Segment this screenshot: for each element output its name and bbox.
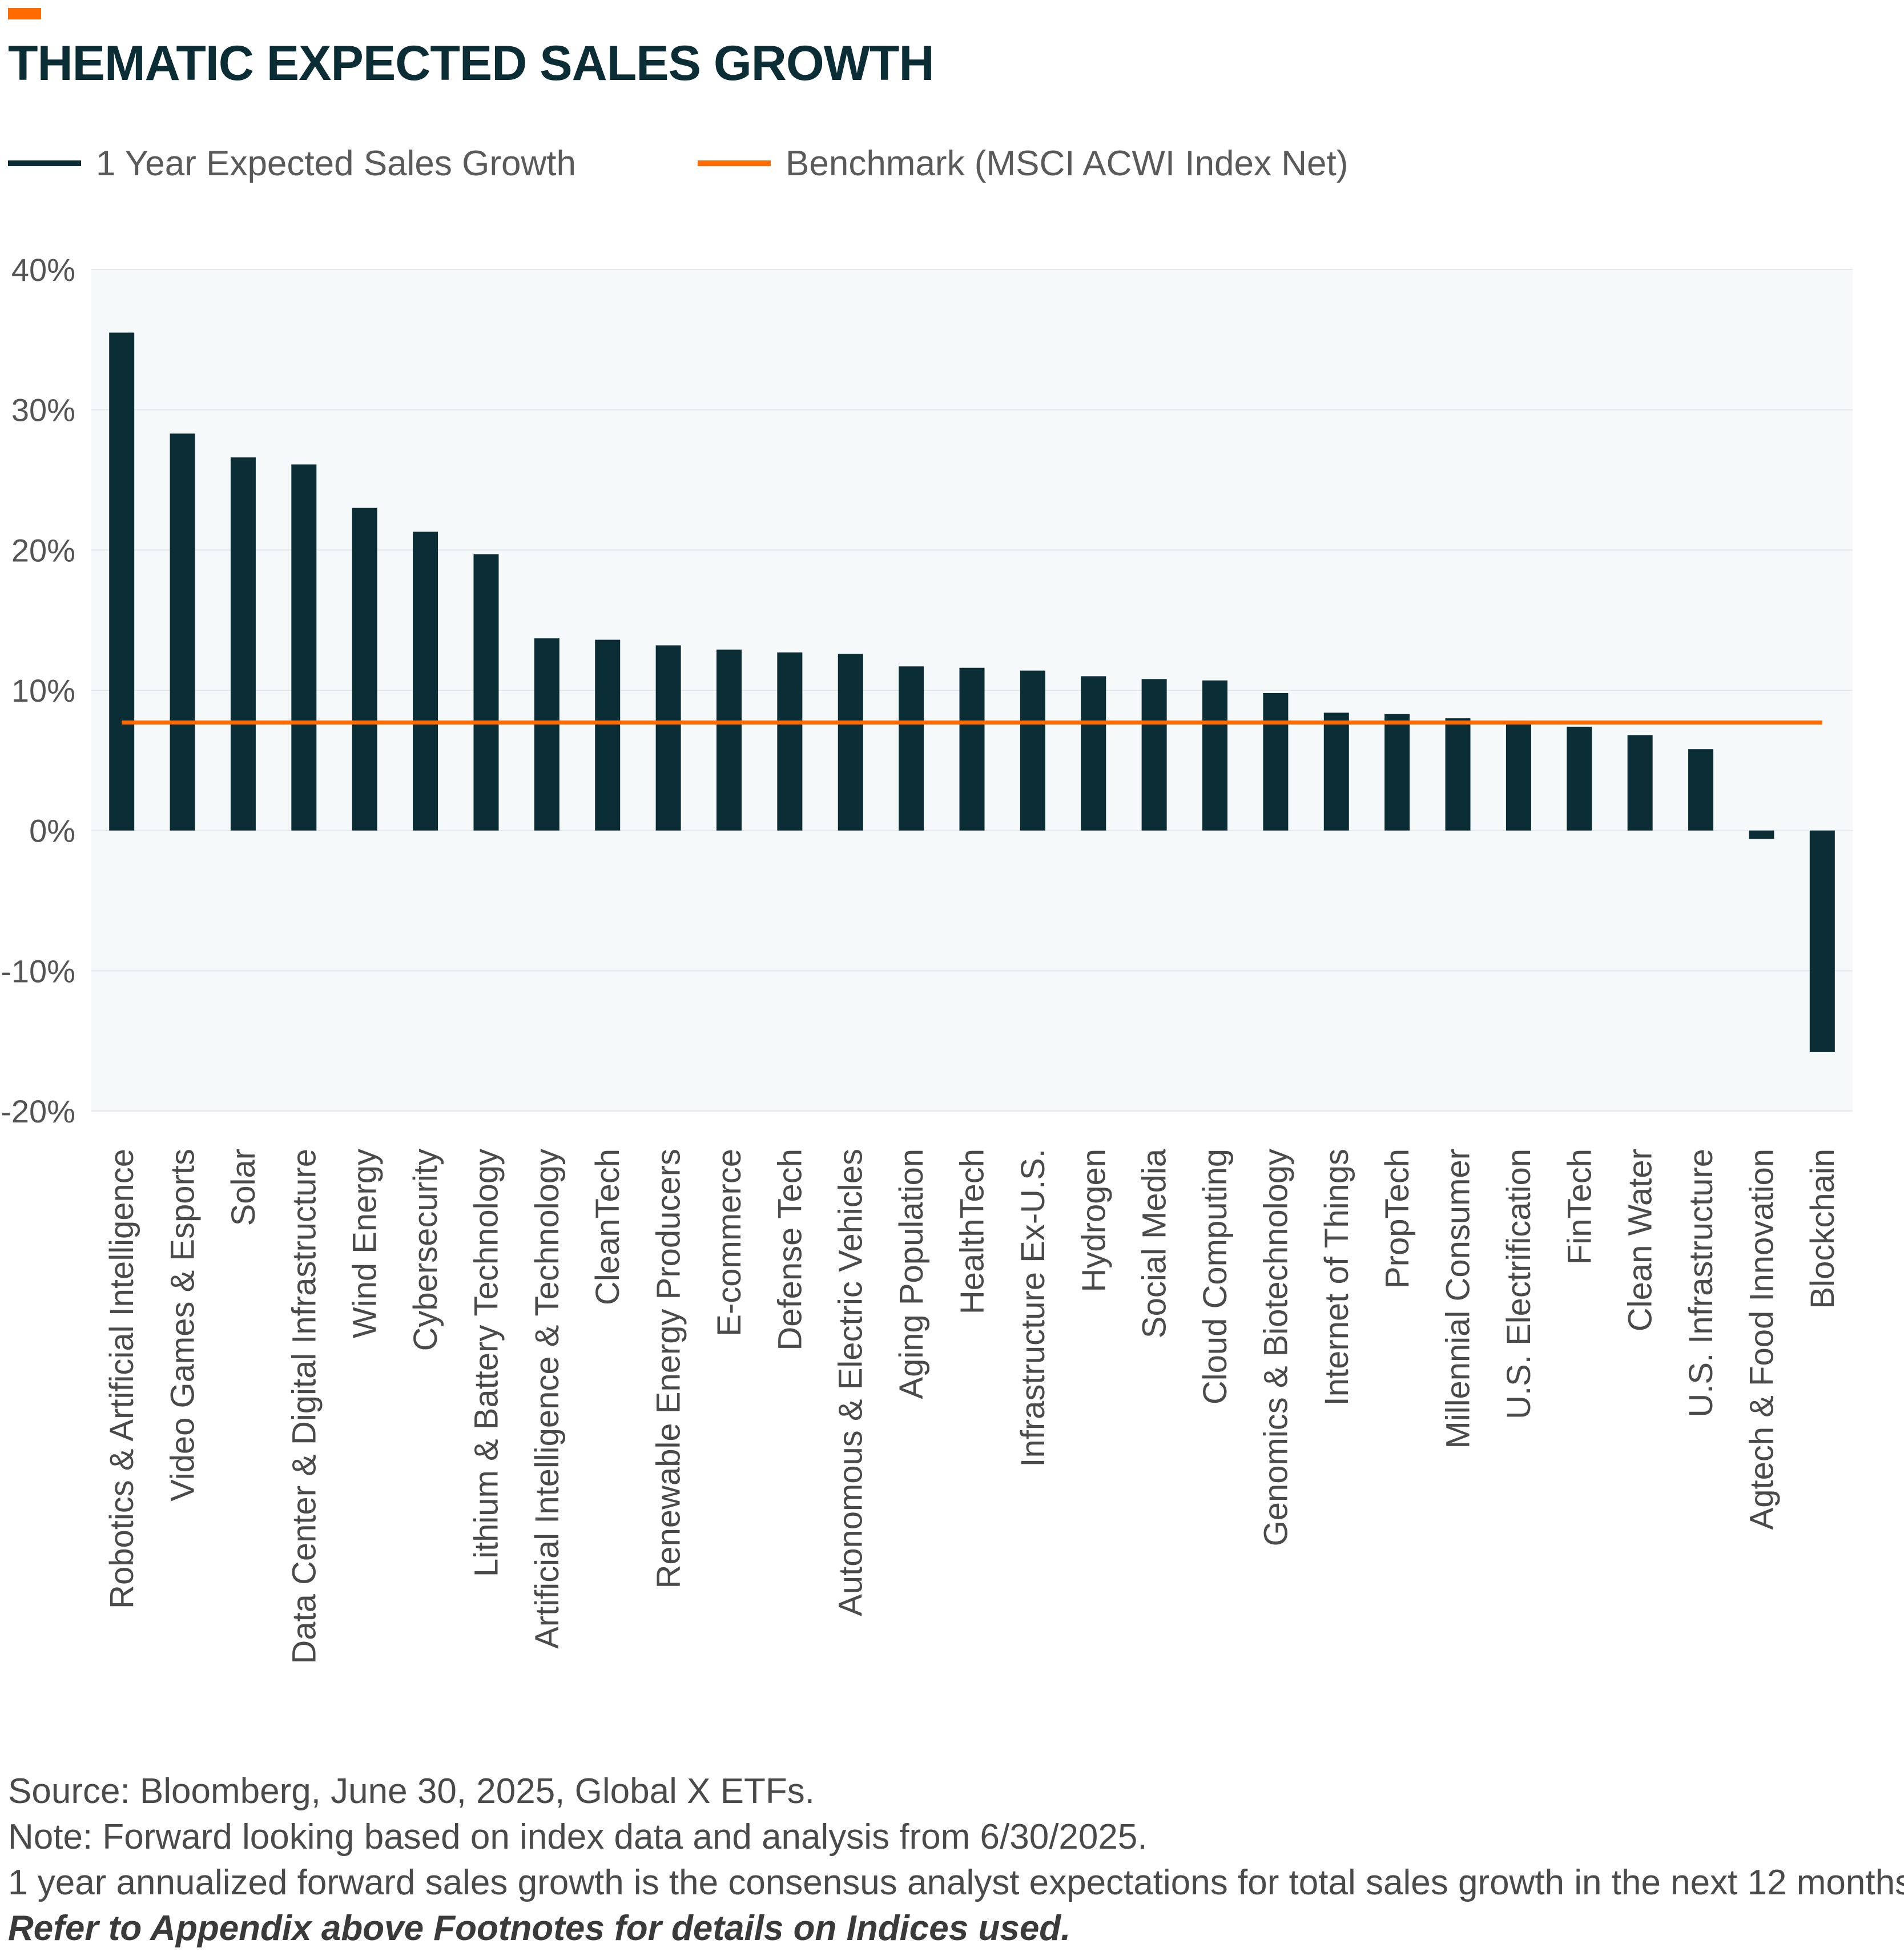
bar — [716, 649, 742, 831]
source-note: Source: Bloomberg, June 30, 2025, Global… — [8, 1772, 815, 1811]
y-tick-label: 20% — [11, 532, 75, 568]
bar — [1081, 676, 1106, 831]
bar — [1506, 722, 1531, 831]
x-tick-label: U.S. Infrastructure — [1682, 1149, 1720, 1418]
bar — [899, 666, 924, 831]
x-tick-label: Lithium & Battery Technology — [468, 1149, 505, 1577]
x-tick-label: Genomics & Biotechnology — [1257, 1149, 1294, 1546]
x-tick-label: Social Media — [1136, 1148, 1173, 1338]
bar — [291, 464, 317, 831]
x-tick-label: Cybersecurity — [407, 1149, 444, 1351]
x-tick-label: Clean Water — [1622, 1149, 1659, 1331]
bar — [230, 457, 256, 831]
legend-swatch-benchmark — [698, 160, 771, 166]
bar — [534, 638, 559, 831]
bar — [473, 554, 499, 831]
x-tick-label: HealthTech — [954, 1149, 991, 1314]
x-tick-label: Aging Population — [893, 1149, 930, 1399]
x-tick-label: Wind Energy — [347, 1149, 384, 1338]
bar — [1384, 714, 1410, 831]
bar — [1020, 670, 1045, 831]
y-tick-label: 0% — [29, 813, 75, 849]
x-tick-label: Hydrogen — [1075, 1149, 1112, 1292]
x-tick-label: CleanTech — [589, 1149, 626, 1305]
x-tick-label: Robotics & Artificial Intelligence — [103, 1149, 140, 1609]
bar — [1323, 713, 1349, 831]
y-tick-label: 40% — [11, 252, 75, 288]
x-tick-label: Internet of Things — [1318, 1149, 1355, 1406]
bar — [1445, 718, 1471, 831]
x-tick-label: Solar — [225, 1149, 262, 1226]
bar — [838, 654, 863, 831]
x-tick-label: Video Games & Esports — [164, 1149, 202, 1502]
chart-notes: Source: Bloomberg, June 30, 2025, Global… — [8, 1769, 1904, 1951]
bar — [777, 652, 803, 831]
appendix-note: Refer to Appendix above Footnotes for de… — [8, 1909, 1071, 1948]
legend-swatch-sales-growth — [8, 160, 81, 166]
bar — [413, 532, 438, 831]
bar — [1688, 749, 1714, 831]
y-tick-label: -10% — [1, 953, 75, 989]
bar — [1263, 693, 1289, 831]
forward-looking-note: Note: Forward looking based on index dat… — [8, 1817, 1148, 1857]
title-accent-bar — [8, 8, 41, 19]
bar-chart: 40% 30% 20% 10% 0% -10% -20% Robotics & Artific… — [1, 252, 1853, 1664]
definition-note: 1 year annualized forward sales growth i… — [8, 1863, 1904, 1902]
y-tick-label: 30% — [11, 392, 75, 428]
x-tick-label: Defense Tech — [771, 1149, 808, 1351]
bar — [170, 433, 195, 831]
x-tick-label: Autonomous & Electric Vehicles — [832, 1149, 870, 1616]
legend-item-sales-growth: 1 Year Expected Sales Growth — [8, 135, 576, 192]
bar — [352, 508, 377, 831]
x-tick-label: Artificial Intelligence & Technology — [529, 1149, 566, 1649]
x-tick-label: U.S. Electrification — [1500, 1149, 1537, 1419]
bar — [1567, 726, 1592, 831]
legend-label-sales-growth: 1 Year Expected Sales Growth — [96, 143, 576, 183]
chart-legend: 1 Year Expected Sales Growth Benchmark (… — [8, 135, 1721, 192]
legend-item-benchmark: Benchmark (MSCI ACWI Index Net) — [698, 135, 1348, 192]
bar — [1809, 830, 1835, 1052]
x-tick-label: Data Center & Digital Infrastructure — [285, 1149, 323, 1664]
bar — [959, 667, 985, 831]
x-tick-label: Infrastructure Ex-U.S. — [1015, 1149, 1052, 1467]
bar — [595, 639, 621, 831]
bar — [1627, 735, 1653, 831]
bar — [1749, 830, 1774, 839]
bar — [109, 332, 135, 831]
legend-label-benchmark: Benchmark (MSCI ACWI Index Net) — [786, 143, 1349, 183]
chart-title: THEMATIC EXPECTED SALES GROWTH — [8, 36, 935, 91]
x-tick-label: PropTech — [1379, 1149, 1416, 1289]
x-tick-label: Renewable Energy Producers — [650, 1149, 687, 1589]
y-tick-label: -20% — [1, 1093, 75, 1129]
x-tick-label: FinTech — [1561, 1149, 1598, 1265]
y-tick-label: 10% — [11, 673, 75, 709]
bar — [1202, 680, 1228, 831]
x-tick-label: Cloud Computing — [1197, 1149, 1234, 1404]
bar — [1141, 679, 1167, 831]
x-tick-label: Millennial Consumer — [1440, 1149, 1477, 1448]
x-tick-label: E-commerce — [711, 1149, 748, 1337]
x-tick-label: Agtech & Food Innovation — [1743, 1149, 1780, 1530]
x-tick-label: Blockchain — [1804, 1149, 1841, 1309]
bar — [655, 645, 681, 831]
